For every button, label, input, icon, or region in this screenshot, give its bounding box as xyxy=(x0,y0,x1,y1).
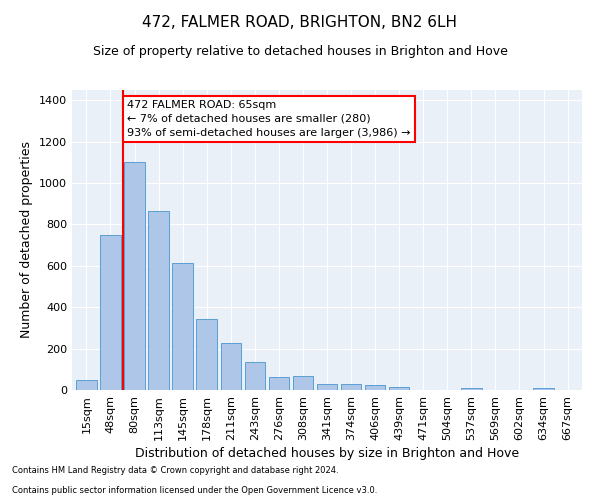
Text: 472, FALMER ROAD, BRIGHTON, BN2 6LH: 472, FALMER ROAD, BRIGHTON, BN2 6LH xyxy=(143,15,458,30)
Text: Size of property relative to detached houses in Brighton and Hove: Size of property relative to detached ho… xyxy=(92,45,508,58)
Bar xyxy=(124,162,145,390)
Bar xyxy=(172,263,193,390)
Bar xyxy=(341,384,361,390)
Y-axis label: Number of detached properties: Number of detached properties xyxy=(20,142,34,338)
Bar xyxy=(533,388,554,390)
Bar xyxy=(245,362,265,390)
Bar xyxy=(196,318,217,390)
Bar xyxy=(389,387,409,390)
Bar xyxy=(269,376,289,390)
Text: 472 FALMER ROAD: 65sqm
← 7% of detached houses are smaller (280)
93% of semi-det: 472 FALMER ROAD: 65sqm ← 7% of detached … xyxy=(127,100,411,138)
X-axis label: Distribution of detached houses by size in Brighton and Hove: Distribution of detached houses by size … xyxy=(135,447,519,460)
Bar xyxy=(76,380,97,390)
Bar xyxy=(100,235,121,390)
Bar xyxy=(148,211,169,390)
Bar xyxy=(221,344,241,390)
Bar xyxy=(293,376,313,390)
Text: Contains HM Land Registry data © Crown copyright and database right 2024.: Contains HM Land Registry data © Crown c… xyxy=(12,466,338,475)
Bar xyxy=(365,386,385,390)
Bar xyxy=(317,384,337,390)
Bar xyxy=(461,388,482,390)
Text: Contains public sector information licensed under the Open Government Licence v3: Contains public sector information licen… xyxy=(12,486,377,495)
